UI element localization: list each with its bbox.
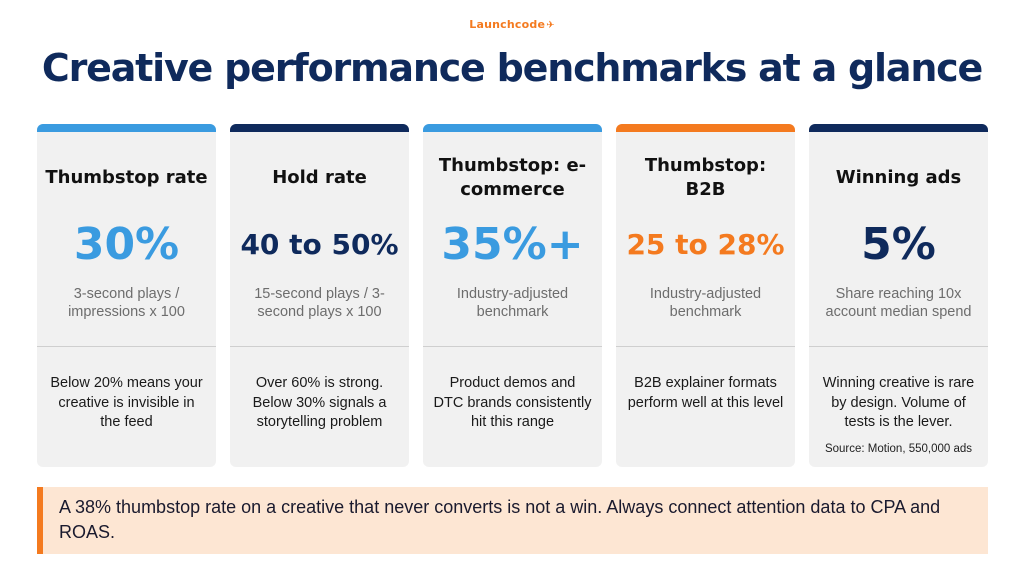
card-description: Industry-adjusted benchmark xyxy=(456,286,569,320)
callout-box: A 38% thumbstop rate on a creative that … xyxy=(37,487,988,554)
card-stat: 40 to 50% xyxy=(240,228,399,261)
card-divider xyxy=(809,346,988,347)
card-accent-bar xyxy=(616,124,795,132)
card-heading: Thumbstop rate xyxy=(45,167,208,188)
card-thumbstop-b2b: Thumbstop: B2B 25 to 28% Industry-adjust… xyxy=(616,124,795,467)
card-note: Below 20% means your creative is invisib… xyxy=(50,375,203,430)
card-hold-rate: Hold rate 40 to 50% 15-second plays / 3-… xyxy=(230,124,409,467)
card-thumbstop-rate: Thumbstop rate 30% 3-second plays / impr… xyxy=(37,124,216,467)
card-source: Source: Motion, 550,000 ads xyxy=(824,443,973,455)
card-note: Product demos and DTC brands consistentl… xyxy=(433,375,592,430)
card-description: Share reaching 10x account median spend xyxy=(825,286,972,320)
card-accent-bar xyxy=(423,124,602,132)
card-accent-bar xyxy=(809,124,988,132)
card-description: Industry-adjusted benchmark xyxy=(649,286,762,320)
card-accent-bar xyxy=(37,124,216,132)
benchmark-cards: Thumbstop rate 30% 3-second plays / impr… xyxy=(37,124,988,467)
rocket-icon: ✈ xyxy=(546,20,555,31)
card-accent-bar xyxy=(230,124,409,132)
card-heading: Hold rate xyxy=(272,167,367,188)
card-stat: 30% xyxy=(73,219,180,270)
brand-name: Launchcode xyxy=(469,18,546,31)
page-title: Creative performance benchmarks at a gla… xyxy=(41,46,983,90)
card-divider xyxy=(230,346,409,347)
card-winning-ads: Winning ads 5% Share reaching 10x accoun… xyxy=(809,124,988,467)
card-stat: 5% xyxy=(861,219,936,270)
card-description: 3-second plays / impressions x 100 xyxy=(68,286,185,320)
card-description: 15-second plays / 3-second plays x 100 xyxy=(254,286,385,320)
card-stat: 25 to 28% xyxy=(626,228,785,261)
card-note: Over 60% is strong. Below 30% signals a … xyxy=(252,375,387,430)
card-divider xyxy=(37,346,216,347)
brand-logo: Launchcode✈ xyxy=(0,18,1024,31)
card-divider xyxy=(423,346,602,347)
callout-text: A 38% thumbstop rate on a creative that … xyxy=(59,497,941,542)
card-stat: 35%+ xyxy=(441,219,584,270)
card-divider xyxy=(616,346,795,347)
card-heading: Thumbstop: e-commerce xyxy=(438,155,587,200)
card-thumbstop-ecommerce: Thumbstop: e-commerce 35%+ Industry-adju… xyxy=(423,124,602,467)
card-note: B2B explainer formats perform well at th… xyxy=(627,375,784,411)
card-note: Winning creative is rare by design. Volu… xyxy=(822,375,975,430)
card-heading: Winning ads xyxy=(835,167,962,188)
card-heading: Thumbstop: B2B xyxy=(644,155,767,200)
